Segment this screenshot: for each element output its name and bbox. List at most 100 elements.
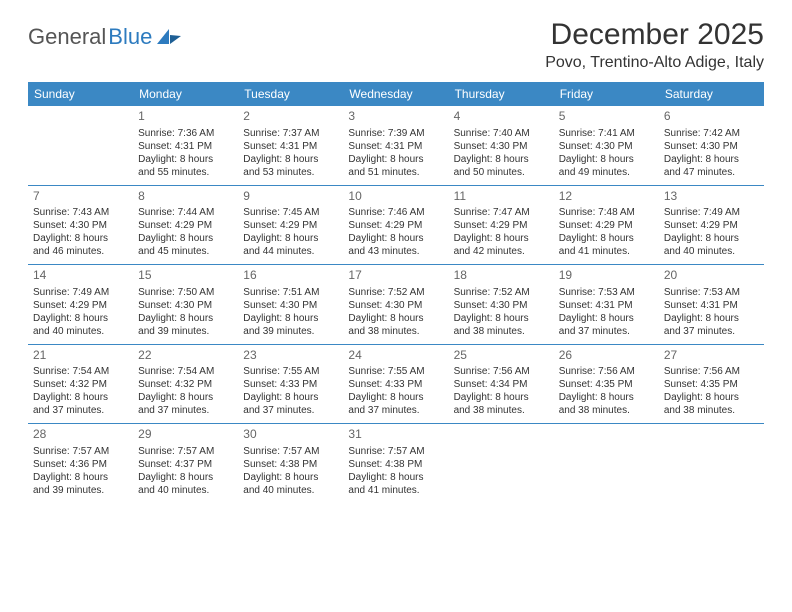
day_b-line: and 37 minutes. bbox=[243, 404, 338, 417]
day-number: 12 bbox=[559, 189, 654, 205]
day-number: 22 bbox=[138, 348, 233, 364]
sunset-line: Sunset: 4:37 PM bbox=[138, 458, 233, 471]
day-cell: 9Sunrise: 7:45 AMSunset: 4:29 PMDaylight… bbox=[238, 186, 343, 265]
day-number: 24 bbox=[348, 348, 443, 364]
sunset-line: Sunset: 4:31 PM bbox=[348, 140, 443, 153]
sunset-line: Sunset: 4:30 PM bbox=[454, 299, 549, 312]
sunrise-line: Sunrise: 7:53 AM bbox=[559, 286, 654, 299]
day-header: Thursday bbox=[449, 82, 554, 106]
sunset-line: Sunset: 4:29 PM bbox=[348, 219, 443, 232]
day-cell: 15Sunrise: 7:50 AMSunset: 4:30 PMDayligh… bbox=[133, 265, 238, 344]
day_a-line: Daylight: 8 hours bbox=[348, 391, 443, 404]
day_b-line: and 38 minutes. bbox=[664, 404, 759, 417]
day-cell: 20Sunrise: 7:53 AMSunset: 4:31 PMDayligh… bbox=[659, 265, 764, 344]
sunrise-line: Sunrise: 7:54 AM bbox=[33, 365, 128, 378]
sunrise-line: Sunrise: 7:57 AM bbox=[243, 445, 338, 458]
sunset-line: Sunset: 4:32 PM bbox=[138, 378, 233, 391]
day-number: 28 bbox=[33, 427, 128, 443]
day-number: 6 bbox=[664, 109, 759, 125]
day-cell: 8Sunrise: 7:44 AMSunset: 4:29 PMDaylight… bbox=[133, 186, 238, 265]
day_b-line: and 37 minutes. bbox=[138, 404, 233, 417]
sunrise-line: Sunrise: 7:47 AM bbox=[454, 206, 549, 219]
calendar-page: General Blue December 2025 Povo, Trentin… bbox=[0, 0, 792, 521]
day_a-line: Daylight: 8 hours bbox=[664, 391, 759, 404]
day-cell: 19Sunrise: 7:53 AMSunset: 4:31 PMDayligh… bbox=[554, 265, 659, 344]
sunset-line: Sunset: 4:30 PM bbox=[348, 299, 443, 312]
sunrise-line: Sunrise: 7:55 AM bbox=[348, 365, 443, 378]
day-cell bbox=[659, 424, 764, 503]
sunrise-line: Sunrise: 7:53 AM bbox=[664, 286, 759, 299]
day_a-line: Daylight: 8 hours bbox=[664, 312, 759, 325]
day-header: Wednesday bbox=[343, 82, 448, 106]
day-cell: 11Sunrise: 7:47 AMSunset: 4:29 PMDayligh… bbox=[449, 186, 554, 265]
sunrise-line: Sunrise: 7:57 AM bbox=[138, 445, 233, 458]
day_b-line: and 38 minutes. bbox=[348, 325, 443, 338]
day_b-line: and 40 minutes. bbox=[243, 484, 338, 497]
sunset-line: Sunset: 4:35 PM bbox=[559, 378, 654, 391]
day_a-line: Daylight: 8 hours bbox=[348, 153, 443, 166]
day-number: 14 bbox=[33, 268, 128, 284]
sunrise-line: Sunrise: 7:49 AM bbox=[33, 286, 128, 299]
day-number: 15 bbox=[138, 268, 233, 284]
day-cell: 14Sunrise: 7:49 AMSunset: 4:29 PMDayligh… bbox=[28, 265, 133, 344]
header: General Blue December 2025 Povo, Trentin… bbox=[28, 18, 764, 72]
day-cell: 24Sunrise: 7:55 AMSunset: 4:33 PMDayligh… bbox=[343, 345, 448, 424]
sunrise-line: Sunrise: 7:51 AM bbox=[243, 286, 338, 299]
day_b-line: and 51 minutes. bbox=[348, 166, 443, 179]
day-number: 7 bbox=[33, 189, 128, 205]
day-number: 21 bbox=[33, 348, 128, 364]
day_b-line: and 38 minutes. bbox=[454, 325, 549, 338]
day-cell: 30Sunrise: 7:57 AMSunset: 4:38 PMDayligh… bbox=[238, 424, 343, 503]
day-number: 26 bbox=[559, 348, 654, 364]
sunrise-line: Sunrise: 7:52 AM bbox=[454, 286, 549, 299]
day_b-line: and 40 minutes. bbox=[33, 325, 128, 338]
day-cell: 28Sunrise: 7:57 AMSunset: 4:36 PMDayligh… bbox=[28, 424, 133, 503]
sunset-line: Sunset: 4:31 PM bbox=[243, 140, 338, 153]
day-cell: 26Sunrise: 7:56 AMSunset: 4:35 PMDayligh… bbox=[554, 345, 659, 424]
day-cell: 3Sunrise: 7:39 AMSunset: 4:31 PMDaylight… bbox=[343, 106, 448, 185]
day_b-line: and 38 minutes. bbox=[454, 404, 549, 417]
day_b-line: and 46 minutes. bbox=[33, 245, 128, 258]
day_a-line: Daylight: 8 hours bbox=[664, 232, 759, 245]
day_a-line: Daylight: 8 hours bbox=[138, 391, 233, 404]
day_a-line: Daylight: 8 hours bbox=[33, 471, 128, 484]
sunset-line: Sunset: 4:31 PM bbox=[559, 299, 654, 312]
day-cell bbox=[28, 106, 133, 185]
day-number: 31 bbox=[348, 427, 443, 443]
sunrise-line: Sunrise: 7:36 AM bbox=[138, 127, 233, 140]
day_b-line: and 39 minutes. bbox=[33, 484, 128, 497]
sunset-line: Sunset: 4:38 PM bbox=[243, 458, 338, 471]
sunrise-line: Sunrise: 7:57 AM bbox=[348, 445, 443, 458]
day-number: 8 bbox=[138, 189, 233, 205]
day-cell bbox=[554, 424, 659, 503]
day-cell: 6Sunrise: 7:42 AMSunset: 4:30 PMDaylight… bbox=[659, 106, 764, 185]
week-row: 14 Sunrise: 7:49 AMSunset: 4:29 PM Dayligh… bbox=[28, 265, 764, 345]
day_b-line: and 39 minutes. bbox=[138, 325, 233, 338]
day-cell: 23Sunrise: 7:55 AMSunset: 4:33 PMDayligh… bbox=[238, 345, 343, 424]
day-cell: 25Sunrise: 7:56 AMSunset: 4:34 PMDayligh… bbox=[449, 345, 554, 424]
sunrise-line: Sunrise: 7:45 AM bbox=[243, 206, 338, 219]
day_a-line: Daylight: 8 hours bbox=[33, 391, 128, 404]
day_b-line: and 49 minutes. bbox=[559, 166, 654, 179]
day_a-line: Daylight: 8 hours bbox=[243, 153, 338, 166]
sunrise-line: Sunrise: 7:55 AM bbox=[243, 365, 338, 378]
day_a-line: Daylight: 8 hours bbox=[243, 471, 338, 484]
day_a-line: Daylight: 8 hours bbox=[243, 312, 338, 325]
brand-part2: Blue bbox=[108, 24, 152, 50]
sunset-line: Sunset: 4:30 PM bbox=[243, 299, 338, 312]
day_b-line: and 37 minutes. bbox=[33, 404, 128, 417]
day_a-line: Daylight: 8 hours bbox=[243, 391, 338, 404]
day-number: 3 bbox=[348, 109, 443, 125]
day-number: 11 bbox=[454, 189, 549, 205]
sunrise-line: Sunrise: 7:56 AM bbox=[559, 365, 654, 378]
sunset-line: Sunset: 4:29 PM bbox=[33, 299, 128, 312]
sunrise-line: Sunrise: 7:49 AM bbox=[664, 206, 759, 219]
sunrise-line: Sunrise: 7:50 AM bbox=[138, 286, 233, 299]
day_b-line: and 43 minutes. bbox=[348, 245, 443, 258]
sunset-line: Sunset: 4:30 PM bbox=[664, 140, 759, 153]
day_a-line: Daylight: 8 hours bbox=[664, 153, 759, 166]
day_a-line: Daylight: 8 hours bbox=[559, 391, 654, 404]
day_a-line: Daylight: 8 hours bbox=[348, 471, 443, 484]
sunset-line: Sunset: 4:29 PM bbox=[243, 219, 338, 232]
day-number: 13 bbox=[664, 189, 759, 205]
